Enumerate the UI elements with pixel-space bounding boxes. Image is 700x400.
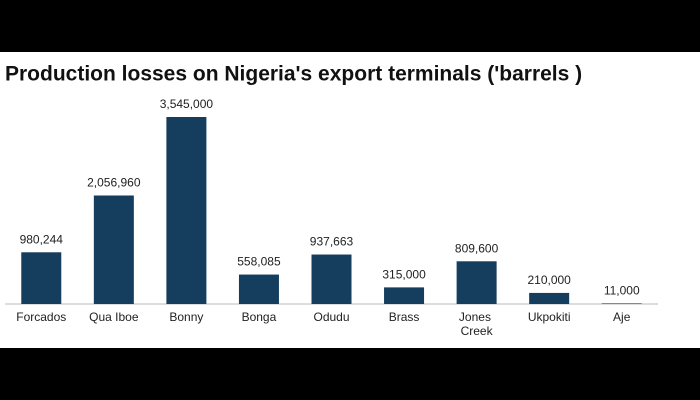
x-tick-label: Bonny — [169, 310, 203, 324]
bar — [456, 261, 497, 304]
value-label: 210,000 — [527, 273, 571, 287]
bar — [238, 274, 279, 304]
x-tick-label: Odudu — [313, 310, 349, 324]
bar — [529, 292, 570, 304]
bar — [21, 252, 62, 304]
bar — [166, 117, 207, 304]
value-label: 2,056,960 — [87, 176, 141, 190]
x-tick-label: Ukpokiti — [528, 310, 571, 324]
x-tick-label: Qua Iboe — [89, 310, 139, 324]
chart-title: Production losses on Nigeria's export te… — [5, 63, 582, 86]
x-tick-label: Brass — [389, 310, 420, 324]
bar — [601, 303, 642, 304]
value-label: 315,000 — [382, 268, 426, 282]
bar — [93, 195, 134, 304]
x-tick-label: Forcados — [16, 310, 66, 324]
value-label: 3,545,000 — [160, 97, 214, 111]
value-label: 11,000 — [604, 284, 640, 298]
value-label: 809,600 — [455, 241, 499, 255]
value-label: 558,085 — [237, 255, 281, 269]
x-tick-label: Jones Creek — [459, 310, 494, 338]
x-tick-label: Bonga — [242, 310, 277, 324]
bar — [311, 254, 352, 304]
value-label: 937,663 — [310, 235, 354, 249]
bar — [384, 287, 425, 304]
x-tick-label: Aje — [613, 310, 631, 324]
value-label: 980,244 — [20, 232, 64, 246]
